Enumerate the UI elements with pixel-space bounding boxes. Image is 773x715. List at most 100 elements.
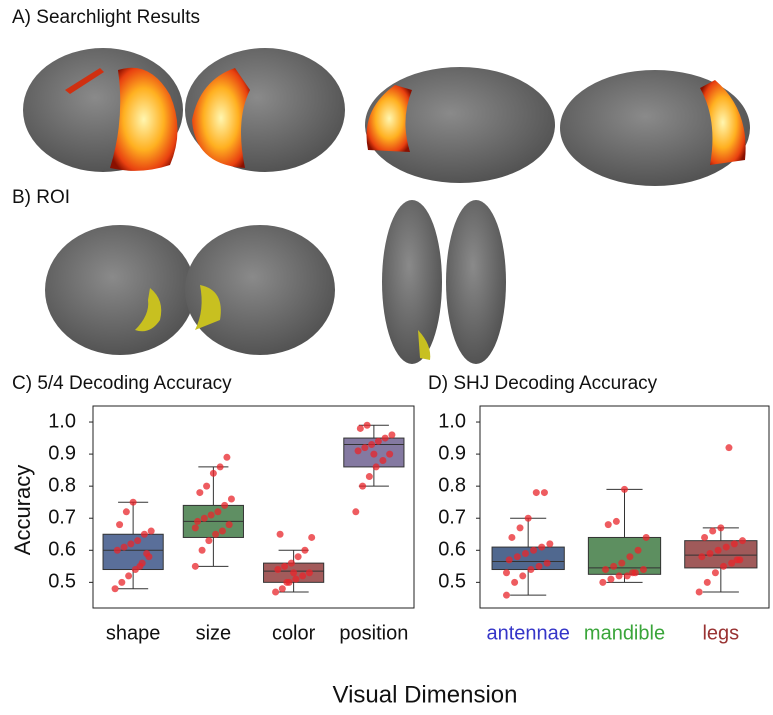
data-point [274,566,282,574]
data-point [519,572,527,580]
data-point [524,514,532,522]
data-point [196,489,204,497]
data-point [642,533,650,541]
y-tick-label: 0.7 [48,507,76,529]
data-point [272,588,280,596]
brain-images [23,48,750,186]
x-tick-label: shape [106,622,161,644]
y-tick-label: 0.5 [48,571,76,593]
data-point [140,530,148,538]
data-point [703,578,711,586]
data-point [365,473,373,481]
data-point [207,511,215,519]
data-point [216,463,224,471]
data-point [505,556,513,564]
data-point [388,431,396,439]
data-point [147,527,155,535]
data-point [615,572,623,580]
data-point [634,546,642,554]
data-point [599,578,607,586]
x-tick-label: position [339,622,408,644]
data-point [361,444,369,452]
x-tick-label: color [272,622,316,644]
data-point [711,569,719,577]
data-point [194,517,202,525]
data-point [354,447,362,455]
box [684,540,758,569]
data-point [604,521,612,529]
data-point [203,482,211,490]
data-point [113,546,121,554]
data-point [118,578,126,586]
data-point [722,543,730,551]
data-point [125,572,133,580]
panel-title: D) SHJ Decoding Accuracy [428,373,658,394]
data-point [720,562,728,570]
data-point [706,549,714,557]
x-axis-label: Visual Dimension [333,681,518,708]
data-point [532,489,540,497]
data-point [198,546,206,554]
data-point [283,578,291,586]
data-point [607,575,615,583]
data-point [540,489,548,497]
data-point [538,543,546,551]
data-point [717,524,725,532]
data-point [214,508,222,516]
panel-title: B) ROI [12,187,70,208]
data-point [511,578,519,586]
data-point [543,559,551,567]
data-point [602,566,610,574]
data-point [127,540,135,548]
data-point [623,572,631,580]
plot-frame [92,405,415,609]
data-point [308,533,316,541]
x-tick-label: mandible [584,622,665,644]
data-point [218,527,226,535]
y-tick-label: 0.6 [48,539,76,561]
data-point [122,508,130,516]
data-point [143,549,151,557]
y-tick-label: 0.7 [438,507,466,529]
data-point [521,549,529,557]
data-point [639,566,647,574]
x-tick-label: antennae [486,622,569,644]
y-tick-label: 0.6 [438,539,466,561]
data-point [301,546,309,554]
data-point [225,521,233,529]
data-point [368,440,376,448]
data-point [725,444,733,452]
data-point [111,585,119,593]
data-point [120,543,128,551]
panel-title: A) Searchlight Results [12,7,200,28]
data-point [513,553,521,561]
data-point [730,540,738,548]
data-point [287,559,295,567]
data-point [535,562,543,570]
data-point [200,514,208,522]
data-point [379,457,387,465]
data-point [728,559,736,567]
data-point [546,540,554,548]
x-tick-label: legs [702,622,739,644]
data-point [292,575,300,583]
data-point [709,527,717,535]
data-point [381,434,389,442]
panel-title: C) 5/4 Decoding Accuracy [12,373,232,394]
data-point [356,424,364,432]
data-point [695,588,703,596]
data-point [698,553,706,561]
data-point [352,508,360,516]
box [102,533,164,571]
data-point [714,546,722,554]
plot-frame [479,405,770,609]
data-point [374,437,382,445]
y-tick-label: 0.9 [438,442,466,464]
data-point [281,562,289,570]
data-point [626,553,634,561]
data-point [701,533,709,541]
data-point [621,485,628,493]
box [491,546,565,571]
data-point [191,562,199,570]
y-tick-label: 0.5 [438,571,466,593]
